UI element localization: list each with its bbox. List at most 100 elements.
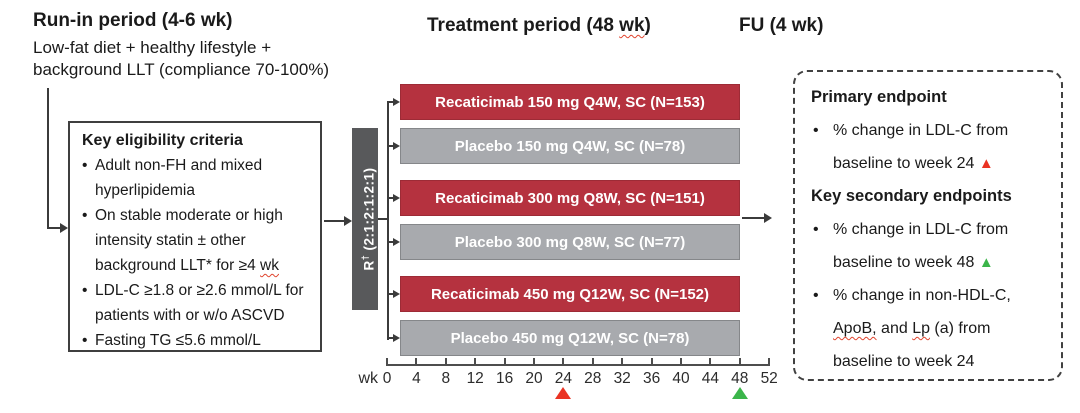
bullet-icon: • <box>813 122 819 139</box>
fu-phase-title: FU (4 wk) <box>739 15 824 36</box>
text-line: background LLT* for ≥4 wk <box>95 253 314 278</box>
eligibility-item: • LDL-C ≥1.8 or ≥2.6 mmol/L for patients w… <box>82 278 314 328</box>
text-segment: Adult non-FH and mixed <box>95 157 263 174</box>
text-segment: % change in LDL-C from <box>833 221 1009 238</box>
arm-bar-placebo: Placebo 450 mg Q12W, SC (N=78) <box>400 320 740 356</box>
axis-unit-label: wk <box>358 370 378 387</box>
axis-tick-label: 40 <box>672 370 690 387</box>
branch-line <box>388 197 395 199</box>
triangle-up-icon: ▲ <box>978 155 994 172</box>
arm-label: Recaticimab 450 mg Q12W, SC (N=152) <box>430 285 710 303</box>
eligibility-title: Key eligibility criteria <box>82 132 243 149</box>
text-segment: patients with or w/o ASCVD <box>95 307 285 324</box>
eligibility-to-randomization-arrowhead-icon <box>344 216 352 226</box>
bullet-text: Fasting TG ≤5.6 mmol/L <box>95 328 314 353</box>
bullet-text: LDL-C ≥1.8 or ≥2.6 mmol/L for patients wi… <box>95 278 314 328</box>
text-segment: intensity statin ± other <box>95 232 246 249</box>
branch-arrowhead-icon <box>393 238 400 246</box>
text-line: intensity statin ± other <box>95 228 314 253</box>
week-axis-line <box>386 364 770 366</box>
arm-bar-recaticimab: Recaticimab 300 mg Q8W, SC (N=151) <box>400 180 740 216</box>
axis-tick-label: 16 <box>495 370 514 387</box>
arm-bar-placebo: Placebo 300 mg Q8W, SC (N=77) <box>400 224 740 260</box>
axis-tick <box>474 358 477 366</box>
branch-arrowhead-icon <box>393 98 400 106</box>
text-segment: baseline to week 24 <box>833 353 975 370</box>
bullet-icon: • <box>813 287 819 304</box>
text-segment: LDL-C ≥1.8 or ≥2.6 mmol/L for <box>95 282 304 299</box>
axis-tick <box>738 358 741 366</box>
arm-label: Placebo 150 mg Q4W, SC (N=78) <box>454 137 686 155</box>
runin-description: Low-fat diet + healthy lifestyle + backg… <box>33 37 329 81</box>
arms-to-endpoints-arrowhead-icon <box>764 213 772 223</box>
axis-tick-label: 24 <box>554 370 573 387</box>
text-line: patients with or w/o ASCVD <box>95 303 314 328</box>
endpoints-box: Primary endpoint • % change in LDL-C from… <box>793 70 1063 381</box>
eligibility-item: • On stable moderate or high intensity sta… <box>82 203 314 278</box>
runin-description-line1: Low-fat diet + healthy lifestyle + <box>33 38 272 57</box>
secondary-endpoint-item: • % change in non-HDL-C, ApoB, and Lp (a) … <box>811 279 1051 378</box>
treatment-phase-title: Treatment period (48 wk) <box>427 15 651 37</box>
text-segment: % change in non-HDL-C, <box>833 287 1011 304</box>
randomization-ratio: (2:1:2:1:2:1) <box>361 167 377 255</box>
axis-tick-label: 48 <box>731 370 749 387</box>
branch-arrowhead-icon <box>393 334 400 342</box>
axis-tick <box>680 358 682 366</box>
runin-description-line2: background LLT (compliance 70-100%) <box>33 60 330 79</box>
text-line: % change in non-HDL-C, <box>833 279 1051 312</box>
arm-bar-recaticimab: Recaticimab 150 mg Q4W, SC (N=153) <box>400 84 740 120</box>
bullet-text: % change in non-HDL-C, ApoB, and Lp (a) f… <box>833 279 1051 378</box>
bullet-icon: • <box>82 207 88 224</box>
randomization-box: R† (2:1:2:1:2:1) <box>352 128 378 310</box>
text-line: LDL-C ≥1.8 or ≥2.6 mmol/L for <box>95 278 314 303</box>
eligibility-list: • Adult non-FH and mixed hyperlipidemia • On… <box>82 153 314 353</box>
eligibility-box: Key eligibility criteria • Adult non-FH a… <box>68 121 322 352</box>
text-line: Adult non-FH and mixed <box>95 153 314 178</box>
text-segment: Lp <box>912 320 930 337</box>
axis-tick-label: 4 <box>412 370 421 387</box>
bullet-icon: • <box>813 221 819 238</box>
axis-tick <box>650 358 653 366</box>
secondary-endpoints-list: • % change in LDL-C from baseline to week … <box>811 213 1051 378</box>
axis-tick <box>768 358 771 366</box>
text-line: Fasting TG ≤5.6 mmol/L <box>95 328 314 353</box>
axis-tick-label: 12 <box>466 370 484 387</box>
text-segment: hyperlipidemia <box>95 182 195 199</box>
week-48-marker-triangle-up-icon <box>731 387 748 399</box>
axis-tick-label: 20 <box>525 370 543 387</box>
text-line: ApoB, and Lp (a) from <box>833 312 1051 345</box>
text-segment: baseline to week 24 <box>833 155 979 172</box>
runin-elbow-line-vertical <box>47 88 49 229</box>
week-24-marker-triangle-up-icon <box>555 387 572 399</box>
runin-arrowhead-icon <box>60 223 68 233</box>
triangle-up-icon: ▲ <box>978 254 994 271</box>
arm-label: Recaticimab 300 mg Q8W, SC (N=151) <box>435 189 705 207</box>
text-line: % change in LDL-C from <box>833 213 1051 246</box>
text-segment: wk <box>260 257 279 274</box>
bullet-text: Adult non-FH and mixed hyperlipidemia <box>95 153 314 203</box>
branch-line <box>388 293 395 295</box>
axis-tick <box>444 358 447 366</box>
arms-to-endpoints-line <box>742 217 764 219</box>
branch-line <box>388 101 395 103</box>
randomization-dagger: † <box>360 254 370 261</box>
axis-tick-label: 28 <box>584 370 602 387</box>
bullet-icon: • <box>82 157 88 174</box>
axis-tick <box>709 358 712 366</box>
treatment-title-wavy-text: wk <box>619 15 645 36</box>
eligibility-item: • Fasting TG ≤5.6 mmol/L <box>82 328 314 353</box>
randomization-label: R† (2:1:2:1:2:1) <box>352 128 378 310</box>
randomization-letter: R <box>361 260 377 271</box>
branch-arrowhead-icon <box>393 142 400 150</box>
axis-tick <box>591 358 594 366</box>
arm-bar-recaticimab: Recaticimab 450 mg Q12W, SC (N=152) <box>400 276 740 312</box>
axis-tick <box>415 358 418 366</box>
eligibility-item: • Adult non-FH and mixed hyperlipidemia <box>82 153 314 203</box>
text-line: baseline to week 24 ▲ <box>833 147 1051 180</box>
axis-tick-label: 36 <box>642 370 661 387</box>
branch-arrowhead-icon <box>393 194 400 202</box>
primary-endpoint-item: • % change in LDL-C from baseline to week … <box>811 114 1051 180</box>
text-line: hyperlipidemia <box>95 178 314 203</box>
axis-tick <box>562 358 565 366</box>
